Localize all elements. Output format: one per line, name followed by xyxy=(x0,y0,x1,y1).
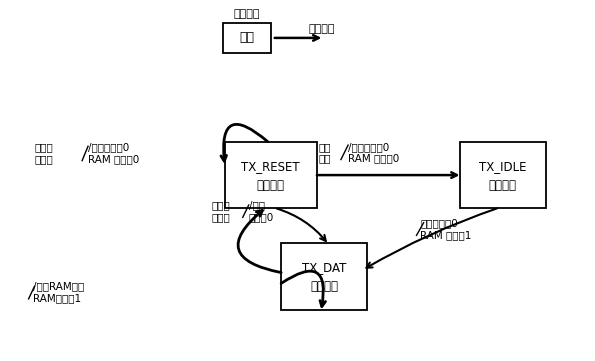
Text: TX_RESET: TX_RESET xyxy=(242,160,300,173)
Bar xyxy=(223,22,271,53)
Text: TX_DAT: TX_DAT xyxy=(302,261,346,274)
Text: 发送状态: 发送状态 xyxy=(310,280,339,293)
Text: 状态: 状态 xyxy=(239,31,255,44)
Text: 复位状态: 复位状态 xyxy=(256,179,285,192)
Text: TX_IDLE: TX_IDLE xyxy=(479,160,527,173)
Text: 复位信
号有效: 复位信 号有效 xyxy=(35,143,54,164)
Text: /发送RAM数据
RAM地址加1: /发送RAM数据 RAM地址加1 xyxy=(33,282,84,303)
Text: /发送数据为0
RAM 地址为0: /发送数据为0 RAM 地址为0 xyxy=(348,142,399,164)
Text: 输入条件: 输入条件 xyxy=(234,9,260,19)
Text: 复位
结束: 复位 结束 xyxy=(318,142,331,164)
Text: /发送
数据为0: /发送 数据为0 xyxy=(249,200,274,222)
Bar xyxy=(281,243,368,310)
Text: 空闲状态: 空闲状态 xyxy=(488,179,517,192)
Bar xyxy=(460,142,546,208)
Text: 复位信
号有效: 复位信 号有效 xyxy=(211,200,230,222)
Text: 发送数据为0
RAM 地址加1: 发送数据为0 RAM 地址加1 xyxy=(420,218,471,240)
Text: 输出操作: 输出操作 xyxy=(309,24,335,34)
Bar xyxy=(225,142,317,208)
Text: /发送数据为0
RAM 地址为0: /发送数据为0 RAM 地址为0 xyxy=(88,143,139,164)
